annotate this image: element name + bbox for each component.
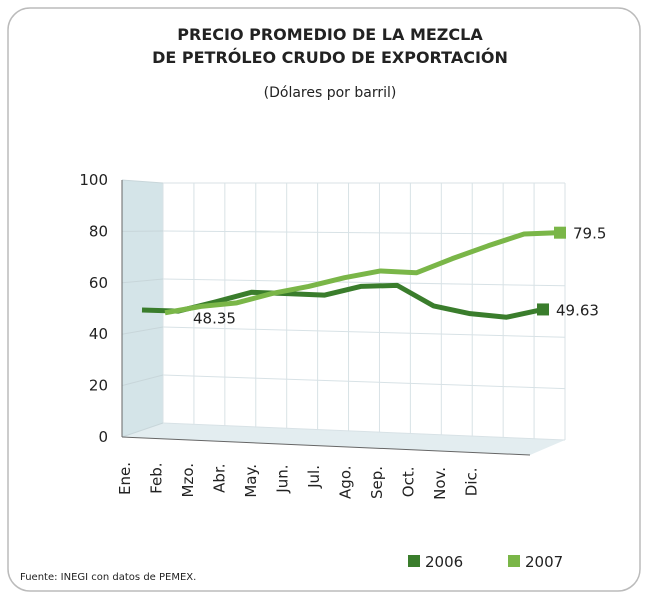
- x-tick-label: Ene.: [116, 462, 134, 495]
- end-marker: [554, 226, 566, 239]
- x-tick-label: Jun.: [274, 465, 292, 494]
- source: Fuente: INEGI con datos de PEMEX.: [20, 572, 196, 583]
- x-tick-label: Abr.: [211, 464, 229, 493]
- value-label: 48.35: [193, 310, 236, 328]
- y-tick-label: 100: [79, 171, 108, 189]
- x-tick-label: Mzo.: [179, 463, 197, 498]
- x-tick-label: Oct.: [400, 467, 418, 498]
- legend-swatch: [408, 555, 420, 567]
- chart-title: DE PETRÓLEO CRUDO DE EXPORTACIÓN: [152, 48, 508, 67]
- value-label: 49.63: [556, 301, 599, 319]
- x-tick-label: Feb.: [148, 463, 166, 494]
- grid-line: [121, 422, 164, 438]
- grid-line: [162, 230, 566, 235]
- y-tick-label: 20: [89, 377, 108, 395]
- x-tick-label: Dic.: [463, 468, 481, 497]
- y-tick-label: 60: [89, 274, 108, 292]
- x-tick-label: Nov.: [431, 467, 449, 500]
- line-series: [164, 230, 561, 316]
- grid-line: [121, 278, 164, 284]
- end-marker: [537, 303, 549, 316]
- grid-line: [121, 326, 164, 335]
- grid-line: [121, 179, 164, 184]
- grid-line: [121, 374, 164, 387]
- subtitle: (Dólares por barril): [264, 85, 397, 101]
- grid-line: [162, 278, 566, 287]
- grid-line: [162, 374, 566, 390]
- legend-label: 2007: [525, 553, 563, 571]
- chart-title: PRECIO PROMEDIO DE LA MEZCLA: [177, 25, 483, 44]
- x-tick-label: Sep.: [368, 466, 386, 499]
- x-tick-label: Jul.: [305, 465, 323, 489]
- floor: [122, 423, 565, 455]
- y-tick-label: 0: [98, 428, 108, 446]
- y-tick-label: 40: [89, 325, 108, 343]
- legend-label: 2006: [425, 553, 463, 571]
- x-axis: [121, 436, 531, 456]
- grid-line: [162, 422, 566, 441]
- legend-swatch: [508, 555, 520, 567]
- y-tick-label: 80: [89, 222, 108, 240]
- x-tick-label: May.: [242, 464, 260, 498]
- x-tick-label: Ago.: [337, 466, 355, 499]
- value-label: 79.5: [573, 225, 606, 243]
- grid-line: [162, 326, 566, 338]
